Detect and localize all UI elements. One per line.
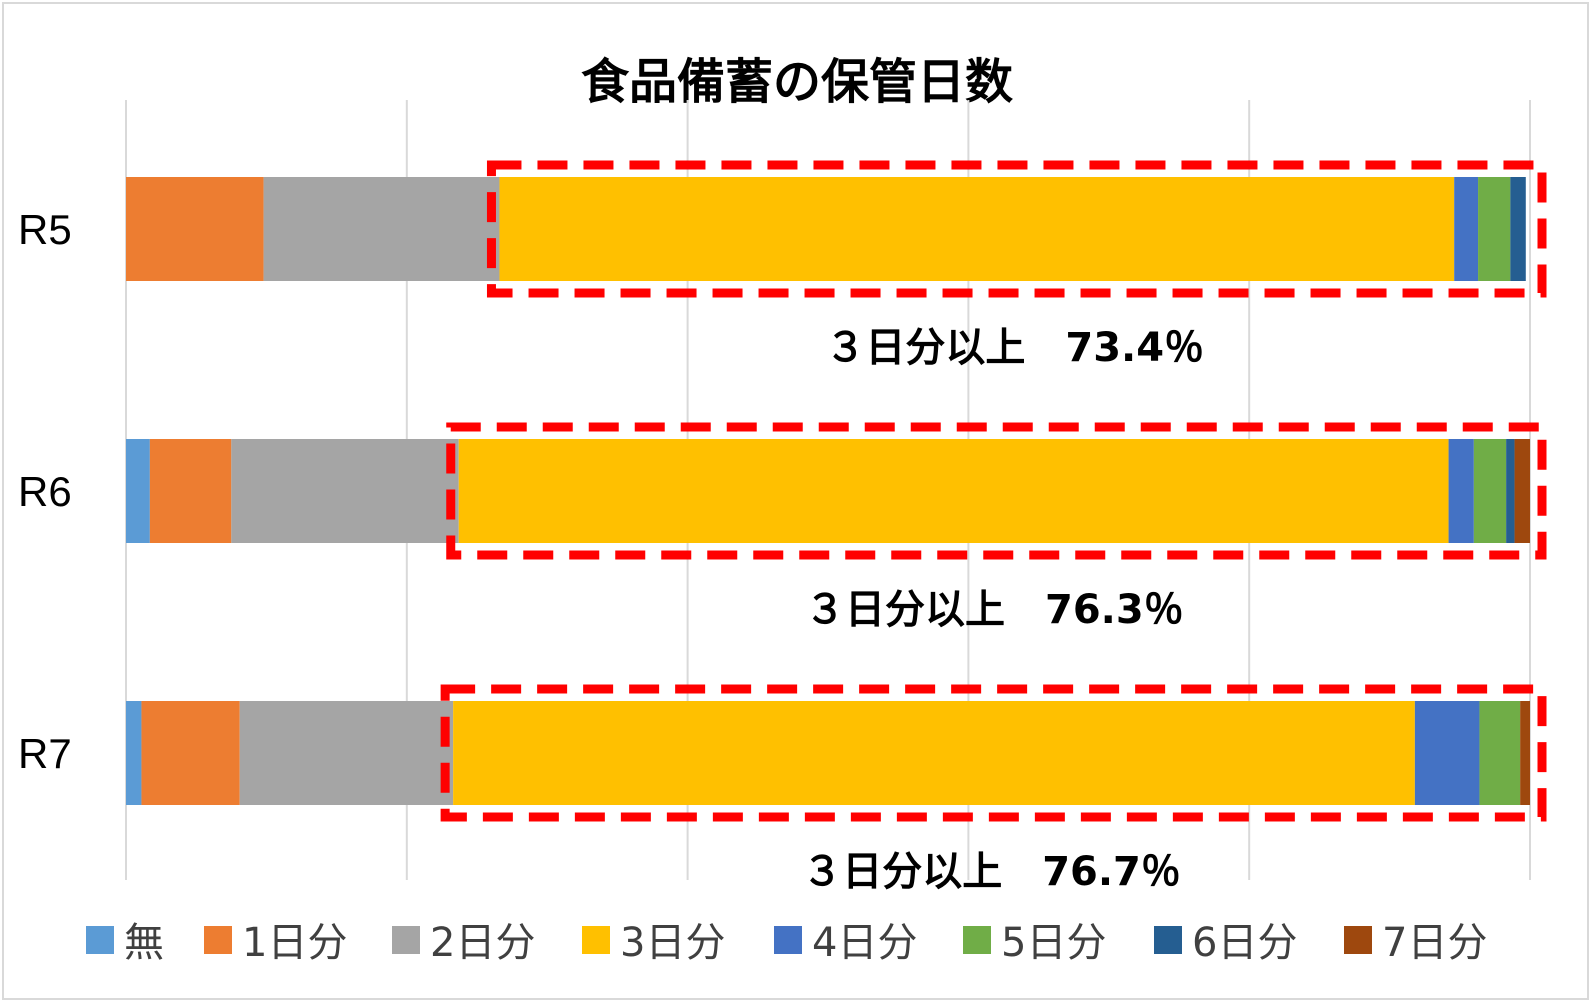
legend-swatch [204, 926, 232, 954]
category-label: R7 [18, 730, 72, 777]
legend-label: 4日分 [812, 920, 917, 966]
annotations: ３日分以上 73.4％ ３日分以上 76.3％ ３日分以上 76.7％ [802, 325, 1204, 895]
legend: 無 1日分 2日分 3日分 4日分 5日分 6日分 7日分 [86, 920, 1487, 966]
bar-segment [239, 701, 454, 805]
legend-label: 3日分 [620, 920, 725, 966]
category-label: R5 [18, 206, 72, 253]
bar-segment [1479, 701, 1521, 805]
bar-segment [1514, 439, 1530, 543]
bar-segment [126, 701, 142, 805]
legend-swatch [963, 926, 991, 954]
legend-swatch [1344, 926, 1372, 954]
highlight-box [486, 160, 1547, 298]
bar-segment [1506, 439, 1515, 543]
highlight-box [440, 684, 1547, 822]
legend-swatch [392, 926, 420, 954]
bars [126, 177, 1530, 805]
chart-title: 食品備蓄の保管日数 [581, 54, 1013, 110]
bar-segment [1414, 701, 1480, 805]
annotation-label: ３日分以上 73.4％ [825, 325, 1204, 371]
bar-segment [1520, 701, 1530, 805]
bar-segment [453, 701, 1415, 805]
legend-swatch [582, 926, 610, 954]
highlight-boxes [440, 160, 1547, 822]
category-label: R6 [18, 468, 72, 515]
legend-swatch [774, 926, 802, 954]
bar-segment [126, 177, 264, 281]
bar-segment [1478, 177, 1511, 281]
legend-label: 無 [124, 920, 164, 966]
legend-label: 5日分 [1001, 920, 1106, 966]
bar-segment [1454, 177, 1479, 281]
category-labels: R5 R6 R7 [18, 206, 72, 777]
bar-segment [1448, 439, 1474, 543]
bar-segment [1473, 439, 1507, 543]
bar-segment [263, 177, 500, 281]
bar-segment [231, 439, 459, 543]
bar-segment [499, 177, 1455, 281]
bar-segment [126, 439, 150, 543]
legend-label: 1日分 [242, 920, 347, 966]
legend-swatch [86, 926, 114, 954]
legend-label: 6日分 [1192, 920, 1297, 966]
bar-segment [149, 439, 232, 543]
legend-swatch [1154, 926, 1182, 954]
legend-label: 7日分 [1382, 920, 1487, 966]
bar-segment [141, 701, 240, 805]
bar-segment [1510, 177, 1526, 281]
highlight-box [446, 422, 1547, 560]
annotation-label: ３日分以上 76.3％ [805, 587, 1184, 633]
legend-label: 2日分 [430, 920, 535, 966]
bar-segment [458, 439, 1449, 543]
annotation-label: ３日分以上 76.7％ [802, 849, 1181, 895]
